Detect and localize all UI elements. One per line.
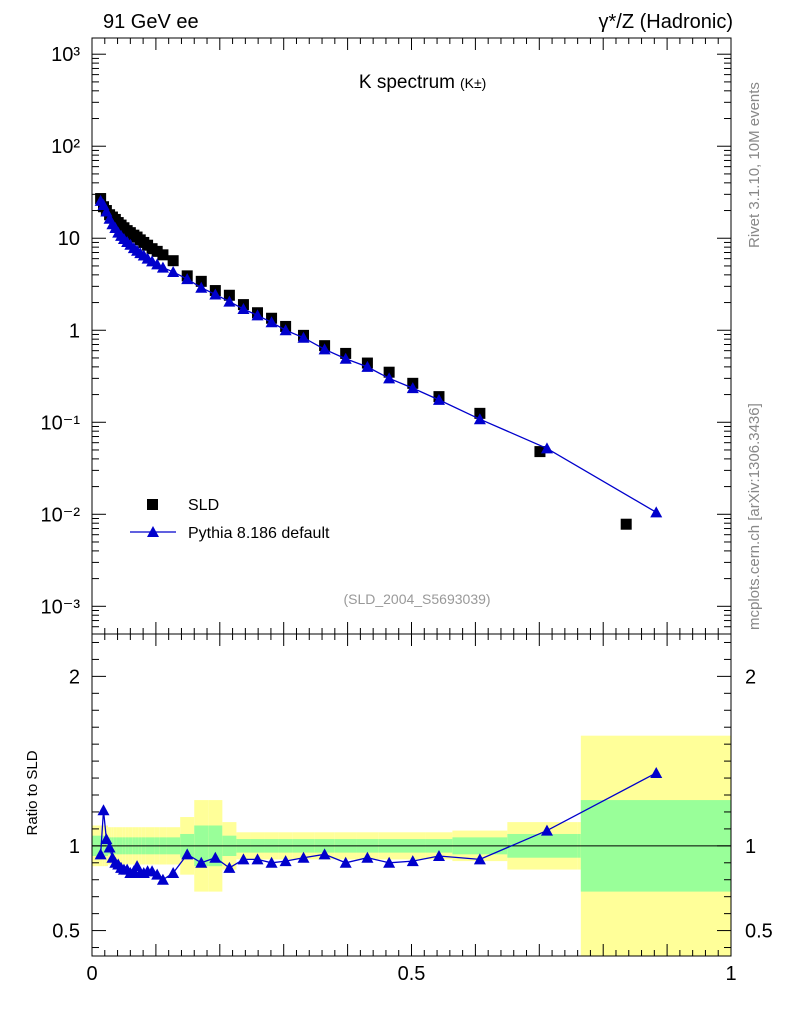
ratio-pythia-point (223, 861, 236, 873)
ratio-pythia-point (97, 804, 110, 816)
ratio-pythia-point (151, 868, 164, 880)
analysis-label: (SLD_2004_S5693039) (343, 591, 490, 607)
legend-marker-pythia (147, 526, 159, 537)
y-tick-label: 10⁻² (41, 504, 81, 526)
ratio-y-tick-label: 0.5 (52, 921, 80, 943)
ratio-pythia-point (94, 848, 107, 860)
pythia-data-point (406, 382, 419, 394)
pythia-data-point (318, 343, 331, 355)
sld-data-point (195, 275, 207, 287)
y-tick-label: 1 (69, 320, 80, 342)
sld-data-point (383, 366, 395, 378)
sld-data-point (620, 518, 632, 530)
sld-data-point (534, 446, 546, 458)
ratio-pythia-point (432, 850, 445, 862)
main-frame (91, 37, 732, 635)
ratio-pythia-point (181, 848, 194, 860)
sld-data-point (151, 245, 163, 257)
pythia-line (100, 200, 657, 513)
ratio-pythia-point (473, 853, 486, 865)
y-tick-label: 10² (51, 136, 80, 158)
ratio-pythia-point (361, 851, 374, 863)
legend-marker-sld (147, 499, 158, 510)
ratio-pythia-point (279, 855, 292, 867)
pythia-data-point (279, 324, 292, 336)
ratio-pythia-point (339, 856, 352, 868)
pythia-data-point (265, 316, 278, 328)
ratio-ylabel: Ratio to SLD (24, 750, 41, 835)
ratio-y-tick-label: 1 (69, 836, 80, 858)
pythia-data-point (251, 309, 264, 321)
pythia-data-point (297, 331, 310, 343)
ratio-pythia-point (251, 853, 264, 865)
pythia-data-point (361, 360, 374, 372)
header-left: 91 GeV ee (103, 11, 199, 33)
ratio-pythia-point (383, 856, 396, 868)
y-tick-label: 10⁻³ (41, 596, 81, 618)
ratio-pythia-point (318, 848, 331, 860)
legend-label-pythia: Pythia 8.186 default (188, 525, 330, 542)
pythia-data-point (223, 295, 236, 307)
pythia-data-point (167, 265, 180, 277)
side-label-rivet: Rivet 3.1.10, 10M events (746, 82, 763, 248)
pythia-data-point (540, 442, 553, 454)
ratio-pythia-point (156, 873, 169, 885)
legend-label-sld: SLD (188, 497, 219, 514)
ratio-pythia-point (297, 851, 310, 863)
pythia-data-point (156, 261, 169, 273)
header-right: γ*/Z (Hadronic) (599, 11, 733, 33)
x-tick-label: 0.5 (398, 963, 426, 985)
ratio-pythia-point (265, 856, 278, 868)
pythia-data-point (237, 303, 250, 315)
x-tick-label: 1 (725, 963, 736, 985)
y-tick-label: 10⁻¹ (41, 412, 81, 434)
pythia-data-point (339, 352, 352, 364)
ratio-y-tick-label: 2 (69, 666, 80, 688)
side-label-mcplots: mcplots.cern.ch [arXiv:1306.3436] (746, 403, 763, 630)
ratio-pythia-point (100, 833, 113, 845)
y-tick-label: 10³ (51, 44, 80, 66)
pythia-data-point (383, 372, 396, 384)
ratio-pythia-point (406, 855, 419, 867)
ratio-pythia-point (103, 841, 116, 853)
ratio-pythia-point (540, 824, 553, 836)
y-tick-label: 10 (58, 228, 80, 250)
x-tick-label: 0 (86, 963, 97, 985)
pythia-data-point (432, 393, 445, 405)
ratio-y-tick-label: 1 (745, 836, 756, 858)
ratio-y-tick-label: 2 (745, 666, 756, 688)
pythia-data-point (473, 413, 486, 425)
pythia-data-point (195, 281, 208, 293)
ratio-pythia-point (195, 856, 208, 868)
ratio-pythia-point (167, 866, 180, 878)
sld-data-point (167, 255, 179, 267)
ratio-pythia-point (650, 766, 663, 778)
ratio-y-tick-label: 0.5 (745, 921, 773, 943)
chart-subtitle: (K±) (460, 75, 486, 91)
pythia-data-point (209, 288, 222, 300)
sld-data-point (223, 289, 235, 301)
ratio-pythia-point (209, 851, 222, 863)
sld-data-point (157, 249, 169, 261)
pythia-data-point (181, 273, 194, 285)
ratio-pythia-point (237, 853, 250, 865)
chart-title: K spectrum (359, 72, 455, 93)
pythia-data-point (650, 506, 663, 518)
